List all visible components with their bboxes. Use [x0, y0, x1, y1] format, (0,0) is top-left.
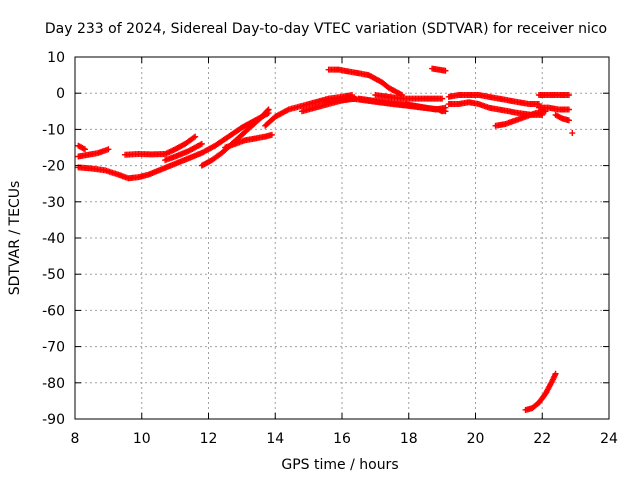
- series-arc-17: [445, 99, 546, 118]
- x-tick-label: 14: [266, 431, 284, 447]
- x-tick-label: 10: [133, 431, 151, 447]
- x-tick-label: 16: [333, 431, 351, 447]
- y-tick-label: -40: [42, 231, 65, 247]
- series-arc-13: [372, 92, 446, 102]
- series-arc-4: [122, 133, 199, 158]
- series-arc-16: [445, 92, 542, 108]
- y-tick-label: -10: [42, 122, 65, 138]
- y-tick-label: 0: [56, 86, 65, 102]
- x-tick-label: 22: [533, 431, 551, 447]
- y-tick-label: -80: [42, 376, 65, 392]
- y-tick-label: -50: [42, 267, 65, 283]
- chart-title: Day 233 of 2024, Sidereal Day-to-day VTE…: [45, 21, 607, 37]
- data-point-marker: [190, 134, 197, 141]
- data-points: [75, 65, 576, 413]
- data-point-marker: [265, 106, 272, 113]
- series-arc-1: [75, 142, 89, 153]
- y-tick-label: -70: [42, 340, 65, 356]
- data-point-marker: [565, 117, 572, 124]
- data-point-marker: [82, 146, 89, 153]
- data-point-marker: [198, 140, 205, 147]
- x-tick-label: 20: [467, 431, 485, 447]
- data-point-marker: [264, 107, 271, 114]
- x-tick-label: 12: [200, 431, 218, 447]
- series-arc-21: [552, 111, 572, 124]
- data-point-marker: [565, 106, 572, 113]
- data-point-marker: [105, 146, 112, 153]
- x-tick-label: 24: [600, 431, 618, 447]
- data-point-marker: [192, 133, 199, 140]
- series-arc-11: [325, 66, 406, 99]
- data-point-marker: [565, 92, 572, 99]
- y-tick-label: 10: [47, 50, 65, 66]
- y-tick-label: -90: [42, 412, 65, 428]
- series-arc-15: [429, 65, 449, 74]
- y-axis-label: SDTVAR / TECUs: [7, 181, 23, 296]
- data-point-marker: [439, 95, 446, 102]
- series-arc-3: [75, 146, 112, 160]
- x-axis-label: GPS time / hours: [281, 457, 398, 473]
- data-point-marker: [268, 131, 275, 138]
- x-tick-label: 18: [400, 431, 418, 447]
- series-arc-22: [569, 130, 576, 137]
- series-arc-23: [522, 370, 559, 413]
- data-point-marker: [442, 104, 449, 111]
- data-point-marker: [552, 370, 559, 377]
- series-arc-14: [402, 101, 449, 113]
- series-arc-6: [198, 106, 272, 169]
- y-tick-label: -30: [42, 195, 65, 211]
- series-arc-7: [222, 131, 275, 151]
- series-arc-5: [162, 140, 205, 164]
- grid-lines: [75, 57, 609, 419]
- x-tick-label: 8: [71, 431, 80, 447]
- y-tick-label: -20: [42, 159, 65, 175]
- data-point-marker: [442, 67, 449, 74]
- series-arc-20: [535, 104, 572, 113]
- y-tick-label: -60: [42, 303, 65, 319]
- data-point-marker: [569, 130, 576, 137]
- axis-ticks: 8 10 12 14 16 18 20 22 24 10 0 -10 -20 -30 -40 -50 -60 -7…: [42, 50, 618, 447]
- series-arc-19: [535, 92, 572, 99]
